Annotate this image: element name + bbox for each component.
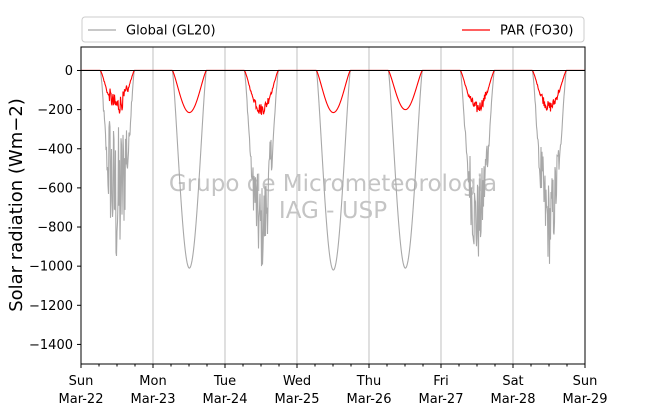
y-tick-label: −200 (37, 103, 73, 118)
legend: Global (GL20) PAR (FO30) (81, 16, 585, 43)
x-tick-label-day: Sun (573, 374, 598, 389)
x-tick-label-day: Sat (502, 374, 523, 389)
legend-label-global: Global (GL20) (126, 24, 216, 39)
x-tick-label-date: Mar-22 (59, 392, 104, 407)
y-tick-label: −600 (37, 181, 73, 196)
y-tick-label: −1000 (29, 260, 73, 275)
legend-label-par: PAR (FO30) (500, 24, 573, 39)
grid (152, 47, 514, 364)
x-tick-label-day: Mon (139, 374, 166, 389)
x-tick-label-date: Mar-26 (347, 392, 392, 407)
y-tick-label: −1400 (29, 338, 73, 353)
x-tick-label-date: Mar-25 (275, 392, 320, 407)
x-axis: Sun Mar-22 Mon Mar-23 Tue Mar-24 Wed Mar-25 Thu M… (59, 364, 608, 407)
y-axis: 0 −200 −400 −600 −800 −1000 −1200 −1400 (29, 64, 81, 353)
y-tick-label: −800 (37, 221, 73, 236)
x-tick-label-date: Mar-27 (419, 392, 464, 407)
x-tick-label-day: Sun (69, 374, 94, 389)
x-tick-label-date: Mar-24 (203, 392, 248, 407)
y-tick-label: −400 (37, 142, 73, 157)
y-tick-label: −1200 (29, 299, 73, 314)
x-tick-label-date: Mar-23 (131, 392, 176, 407)
legend-frame (81, 16, 585, 43)
x-tick-label-date: Mar-28 (491, 392, 536, 407)
x-tick-label-date: Mar-29 (563, 392, 608, 407)
plot-area (81, 47, 585, 364)
x-tick-label-day: Fri (433, 374, 449, 389)
x-tick-label-day: Tue (213, 374, 236, 389)
y-tick-label: 0 (65, 64, 73, 79)
x-tick-label-day: Thu (356, 374, 381, 389)
x-tick-label-day: Wed (283, 374, 311, 389)
y-axis-label: Solar radiation (Wm−2) (6, 98, 27, 312)
watermark-line: IAG - USP (279, 198, 387, 224)
watermark-line: Grupo de Micrometeorologia (169, 171, 497, 197)
